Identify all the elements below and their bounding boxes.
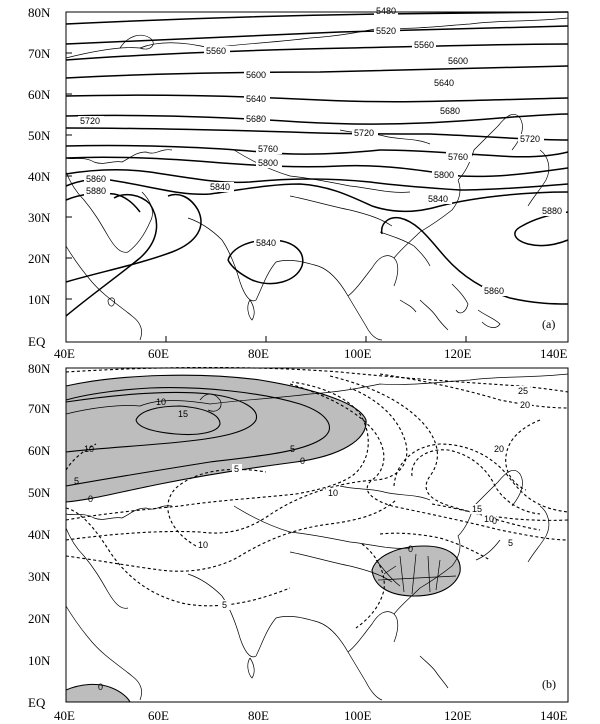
contour-label: 5680 <box>246 114 266 124</box>
lon-tick-label: 120E <box>444 346 472 361</box>
lat-tick-label: 20N <box>28 611 51 626</box>
contour-label: 5840 <box>210 182 230 192</box>
contour-label: 5860 <box>484 286 504 296</box>
lat-tick-label: 40N <box>28 527 51 542</box>
contour-label: 5840 <box>428 194 448 204</box>
contour-label: 0 <box>300 456 305 466</box>
panel-b-solid-contours <box>65 374 461 703</box>
lon-tick-label: 40E <box>54 708 75 723</box>
panel-b-lat-ticks: EQ 10N 20N 30N 40N 50N 60N 70N 80N <box>28 361 51 710</box>
lat-tick-label: 80N <box>28 5 51 20</box>
contour-label: 5760 <box>448 152 468 162</box>
lon-tick-label: 40E <box>54 346 75 361</box>
contour-label: 5720 <box>80 116 100 126</box>
lat-tick-label: 50N <box>28 128 51 143</box>
contour-label: 5640 <box>434 78 454 88</box>
contour-label: 5560 <box>414 40 434 50</box>
contour-label: 5880 <box>86 186 106 196</box>
contour-label: 0 <box>98 682 103 692</box>
contour-label: 5 <box>74 476 79 486</box>
contour-label: 0 <box>408 544 413 554</box>
lat-tick-label: EQ <box>28 695 46 710</box>
contour-label: 15 <box>472 504 482 514</box>
contour-label: 5760 <box>258 144 278 154</box>
contour-label: 0 <box>88 494 93 504</box>
contour-label: 5800 <box>434 170 454 180</box>
contour-label: 5840 <box>256 238 276 248</box>
lat-tick-label: 30N <box>28 210 51 225</box>
lat-tick-label: 40N <box>28 169 51 184</box>
panel-a-label: (a) <box>542 317 555 331</box>
lat-tick-label: 60N <box>28 87 51 102</box>
contour-label: 10 <box>484 514 494 524</box>
contour-label: 5520 <box>376 26 396 36</box>
contour-label: 5800 <box>258 158 278 168</box>
lat-tick-label: 70N <box>28 401 51 416</box>
panel-b-shade-north <box>66 375 367 502</box>
lon-tick-label: 100E <box>344 708 372 723</box>
contour-label: 25 <box>518 386 528 396</box>
lon-tick-label: 80E <box>248 346 269 361</box>
contour-label: 5640 <box>246 94 266 104</box>
lat-tick-label: 60N <box>28 443 51 458</box>
panel-b-contour-labels: 10 15 10 5 0 5 0 5 10 10 5 0 20 25 20 15… <box>74 386 532 692</box>
contour-label: 20 <box>494 444 504 454</box>
contour-label: 5 <box>508 538 513 548</box>
panel-b-coastlines <box>65 373 569 701</box>
panel-b-shade-china <box>372 546 461 596</box>
lon-tick-label: 140E <box>540 708 568 723</box>
contour-label: 20 <box>520 400 530 410</box>
lat-tick-label: 70N <box>28 46 51 61</box>
panel-b-shade-south <box>66 684 130 702</box>
panel-a-lon-ticks: 40E 60E 80E 100E 120E 140E <box>54 336 568 361</box>
contour-label: 5720 <box>354 128 374 138</box>
contour-label: 10 <box>84 444 94 454</box>
contour-label: 5560 <box>206 46 226 56</box>
panel-a-contour-labels: 5480 5520 5560 5560 5600 5600 5640 5640 … <box>78 6 566 296</box>
lat-tick-label: EQ <box>28 334 46 349</box>
lat-tick-label: 80N <box>28 361 51 376</box>
panel-b-lon-ticks: 40E 60E 80E 100E 120E 140E <box>54 708 568 723</box>
contour-label: 5860 <box>86 174 106 184</box>
panel-b: 10 15 10 5 0 5 0 5 10 10 5 0 20 25 20 15… <box>28 361 569 723</box>
lat-tick-label: 20N <box>28 251 51 266</box>
panel-a-contours <box>65 11 569 317</box>
lon-tick-label: 140E <box>540 346 568 361</box>
contour-label: 5600 <box>246 70 266 80</box>
panel-a-frame <box>65 11 569 343</box>
panel-b-label: (b) <box>542 677 556 691</box>
contour-label: 10 <box>198 540 208 550</box>
contour-label: 5 <box>234 464 239 474</box>
lon-tick-label: 60E <box>148 708 169 723</box>
panel-a: 5480 5520 5560 5560 5600 5600 5640 5640 … <box>28 5 569 361</box>
panel-b-frame <box>65 367 569 703</box>
contour-label: 5680 <box>440 106 460 116</box>
contour-label: 5 <box>222 600 227 610</box>
contour-label: 10 <box>328 488 338 498</box>
contour-label: 5880 <box>542 206 562 216</box>
lat-tick-label: 10N <box>28 292 51 307</box>
lat-tick-label: 10N <box>28 653 51 668</box>
lon-tick-label: 100E <box>344 346 372 361</box>
lon-tick-label: 60E <box>148 346 169 361</box>
lon-tick-label: 80E <box>248 708 269 723</box>
contour-label: 5600 <box>448 56 468 66</box>
contour-label: 5720 <box>520 134 540 144</box>
contour-label: 5480 <box>376 6 396 16</box>
contour-label: 0 <box>492 516 497 526</box>
contour-label: 5 <box>290 444 295 454</box>
lon-tick-label: 120E <box>444 708 472 723</box>
lat-tick-label: 50N <box>28 485 51 500</box>
panel-a-lat-ticks: EQ 10N 20N 30N 40N 50N 60N 70N 80N <box>28 5 72 349</box>
contour-label: 10 <box>156 397 166 407</box>
lat-tick-label: 30N <box>28 569 51 584</box>
contour-label: 15 <box>178 409 188 419</box>
